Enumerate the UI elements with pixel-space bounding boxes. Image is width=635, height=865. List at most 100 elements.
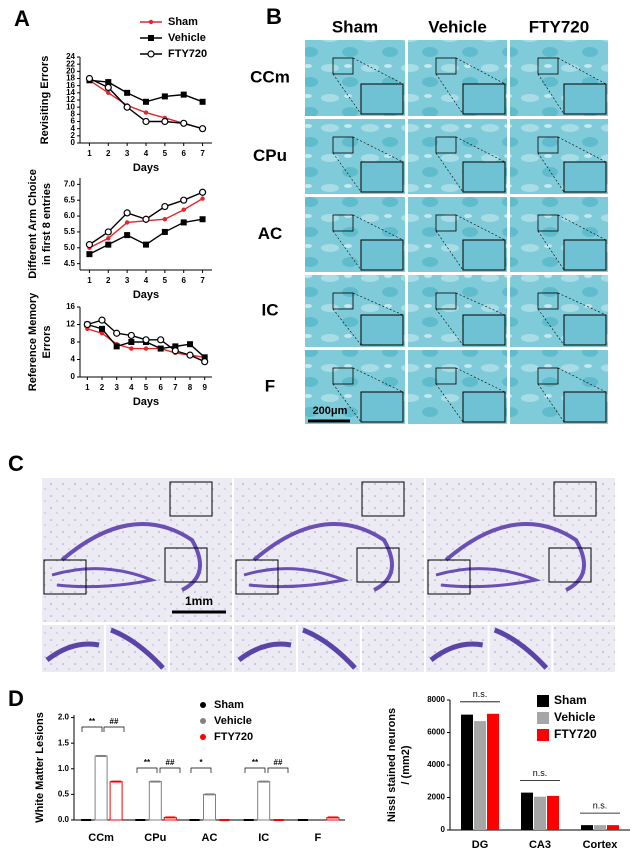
x-tick-label: 6: [158, 383, 163, 392]
marker: [148, 35, 154, 41]
y-tick-label: 6000: [427, 728, 445, 737]
inset-guide: [455, 57, 506, 85]
y-tick-label: 4.5: [64, 259, 76, 268]
legend-label: Sham: [168, 16, 198, 28]
marker: [180, 196, 188, 204]
inset-guide: [455, 367, 506, 393]
y-tick-label: 20: [66, 66, 75, 75]
y-tick-label: 16: [66, 302, 75, 311]
bar: [94, 755, 108, 821]
inset-guide: [537, 308, 565, 346]
inset-guide: [455, 292, 506, 316]
marker: [198, 188, 207, 196]
marker: [157, 345, 164, 352]
inset: [462, 161, 506, 193]
inset: [462, 239, 506, 271]
x-tick-label: 8: [188, 383, 193, 392]
legend-swatch: [537, 695, 549, 707]
marker: [143, 241, 149, 248]
roi-box: [427, 559, 471, 595]
marker: [201, 358, 209, 366]
y-tick-label: 1.0: [58, 764, 70, 773]
marker: [161, 228, 168, 235]
legend-label: FTY720: [214, 731, 253, 743]
marker: [128, 339, 135, 345]
marker: [142, 215, 150, 223]
bar: [109, 781, 123, 821]
bar: [487, 713, 499, 830]
marker: [142, 336, 150, 344]
row-label: F: [265, 376, 275, 395]
inset: [360, 239, 404, 271]
legend-label: Sham: [214, 699, 244, 711]
y-tick-label: 0.0: [58, 815, 70, 824]
x-tick-label: CA3: [529, 839, 551, 851]
y-tick-label: 14: [66, 88, 75, 97]
roi-box: [332, 292, 354, 310]
significance-label: **: [144, 758, 151, 767]
cell-layer: [252, 522, 394, 592]
marker: [180, 219, 187, 226]
x-tick-label: 4: [144, 149, 149, 158]
y-tick-label: 4: [71, 355, 76, 364]
y-tick-label: 4: [71, 124, 76, 133]
x-tick-label: 5: [163, 276, 168, 285]
y-tick-label: 0: [71, 372, 76, 381]
inset-guide: [332, 152, 362, 193]
inset: [563, 161, 607, 193]
y-tick-label: 6.5: [64, 195, 76, 204]
y-tick-label: 7.0: [64, 179, 76, 188]
marker: [148, 19, 154, 25]
legend-label: Vehicle: [554, 710, 596, 724]
roi-box: [548, 547, 592, 583]
x-tick-label: 3: [114, 383, 119, 392]
y-tick-label: 6: [71, 117, 76, 126]
inset-guide: [557, 367, 607, 393]
bar: [607, 825, 619, 830]
scale-bar-label: 1mm: [185, 594, 213, 608]
x-tick-label: 2: [106, 276, 111, 285]
marker: [124, 220, 130, 225]
marker: [172, 343, 179, 350]
x-tick-label: 6: [181, 276, 186, 285]
legend-swatch: [537, 712, 549, 724]
x-tick-label: 1: [87, 149, 92, 158]
inset-guide: [352, 214, 404, 241]
legend-label: Vehicle: [214, 715, 252, 727]
bracket: [190, 767, 212, 773]
roi-box: [332, 57, 354, 75]
x-tick-label: 3: [125, 149, 130, 158]
cell-layer: [110, 627, 165, 670]
marker: [104, 83, 112, 92]
bar: [594, 825, 606, 830]
marker: [171, 347, 179, 355]
legend-marker: [200, 734, 206, 740]
y-tick-label: 2.0: [58, 713, 70, 722]
roi-box: [43, 559, 87, 595]
roi-box: [235, 559, 279, 595]
y-tick-label: 2000: [427, 793, 445, 802]
marker: [199, 98, 206, 105]
bar: [257, 781, 271, 821]
inset-guide: [455, 136, 506, 163]
inset: [563, 314, 607, 346]
bar: [547, 795, 559, 830]
cell-layer: [302, 627, 357, 670]
cell-layer: [45, 641, 100, 662]
bar: [474, 721, 486, 830]
marker: [99, 331, 105, 336]
bar: [581, 825, 593, 830]
marker: [129, 346, 134, 351]
marker: [180, 119, 188, 127]
cell-layer: [237, 641, 292, 662]
legend-label: Sham: [554, 693, 587, 707]
y-axis-title: Revisiting Errors: [39, 56, 51, 145]
marker: [105, 241, 112, 248]
x-tick-label: 7: [200, 276, 205, 285]
inset-guide: [332, 230, 362, 271]
marker: [85, 74, 94, 83]
column-title: FTY720: [529, 17, 589, 36]
inset-guide: [557, 136, 607, 163]
y-tick-label: 10: [66, 102, 75, 111]
